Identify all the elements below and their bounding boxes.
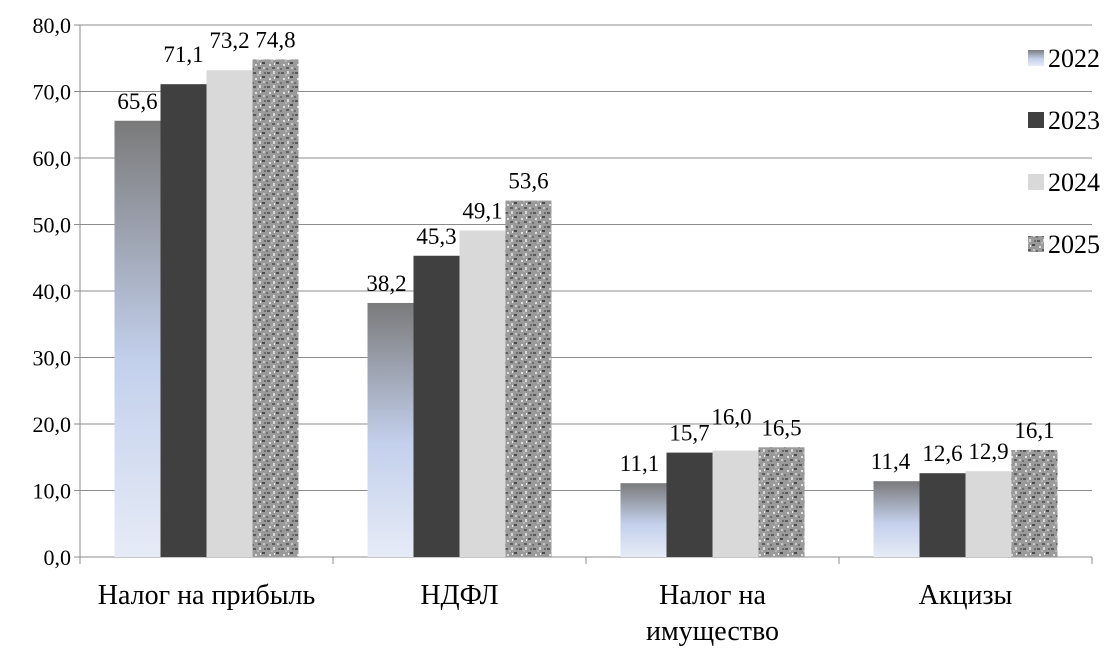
data-label: 12,9 [968, 439, 1008, 464]
x-tick-label: Налог на [659, 580, 766, 611]
legend-label: 2025 [1048, 230, 1100, 259]
data-label: 45,3 [416, 224, 456, 249]
data-label: 11,4 [871, 449, 911, 474]
data-label: 16,1 [1014, 418, 1054, 443]
legend-swatch [1028, 174, 1044, 190]
bar-2024-2 [712, 450, 759, 557]
data-label: 73,2 [209, 28, 249, 53]
legend-swatch [1028, 50, 1044, 66]
data-label: 65,6 [117, 89, 157, 114]
y-tick-label: 50,0 [33, 213, 72, 238]
bars [114, 59, 1058, 558]
x-tick-label: имущество [646, 616, 779, 647]
legend-label: 2022 [1048, 44, 1100, 73]
data-label: 12,6 [922, 441, 962, 466]
y-tick-label: 80,0 [33, 13, 72, 38]
y-tick-label: 10,0 [33, 479, 72, 504]
bar-2024-0 [206, 70, 253, 557]
bar-2023-3 [919, 473, 966, 557]
data-label: 11,1 [620, 451, 659, 476]
data-label: 71,1 [163, 42, 203, 67]
data-label: 53,6 [508, 169, 548, 194]
data-label: 49,1 [462, 198, 502, 223]
data-label: 74,8 [255, 28, 295, 53]
legend-swatch [1028, 112, 1044, 128]
data-label: 16,5 [761, 415, 801, 440]
bar-2025-3 [1011, 449, 1058, 557]
bar-2022-3 [873, 481, 920, 557]
bar-2023-0 [160, 84, 207, 557]
legend-label: 2023 [1048, 106, 1100, 135]
bar-2023-1 [413, 255, 460, 557]
bar-2022-0 [114, 120, 161, 557]
y-tick-label: 40,0 [33, 279, 72, 304]
bar-2025-0 [252, 59, 299, 557]
y-tick-label: 20,0 [33, 412, 72, 437]
data-label: 16,0 [711, 405, 751, 430]
bar-2025-2 [758, 447, 805, 557]
y-tick-label: 0,0 [44, 545, 72, 570]
legend-swatch [1028, 236, 1044, 252]
x-tick-label: Налог на прибыль [98, 580, 316, 611]
y-tick-label: 60,0 [33, 146, 72, 171]
x-tick-label: НДФЛ [420, 580, 498, 611]
data-labels: 65,671,173,2 74,8 38,2 45,349,153,6 11,1 15,7… [117, 28, 1054, 477]
bar-2022-2 [620, 483, 667, 557]
data-label: 38,2 [366, 271, 406, 296]
data-label: 15,7 [669, 421, 709, 446]
bar-2022-1 [367, 302, 414, 557]
bar-2025-1 [505, 200, 552, 557]
bar-2023-2 [666, 452, 713, 557]
legend-label: 2024 [1048, 168, 1100, 197]
bar-2024-1 [459, 230, 506, 558]
legend: 2022 2023 2024 2025 [1028, 44, 1100, 259]
bar-2024-3 [965, 471, 1012, 557]
x-tick-label: Акцизы [919, 580, 1013, 611]
y-tick-label: 70,0 [33, 80, 72, 105]
y-tick-label: 30,0 [33, 346, 72, 371]
